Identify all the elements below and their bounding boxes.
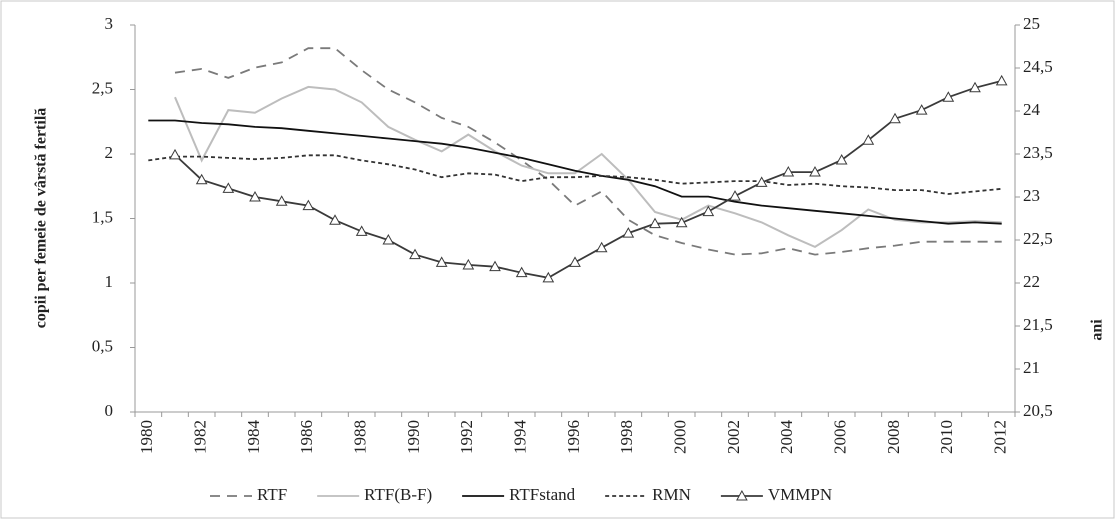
- y-tick-label: 0: [105, 401, 114, 420]
- marker: [702, 205, 715, 217]
- marker: [915, 104, 928, 115]
- legend-label: RTF(B-F): [364, 485, 432, 504]
- x-tick-label: 2012: [991, 420, 1010, 454]
- series-line: [174, 47, 1002, 256]
- x-tick-label: 1992: [457, 420, 476, 454]
- y2-tick-label: 21,5: [1023, 315, 1053, 334]
- marker: [649, 217, 661, 229]
- x-tick-label: 2010: [937, 420, 956, 454]
- y-tick-label: 2: [105, 143, 114, 162]
- x-tick-label: 1982: [191, 420, 210, 454]
- x-tick-label: 1984: [244, 420, 263, 455]
- y2-tick-label: 24: [1023, 100, 1041, 119]
- marker: [249, 190, 261, 202]
- y2-tick-label: 23,5: [1023, 143, 1053, 162]
- marker: [782, 166, 795, 177]
- legend-marker: [736, 489, 748, 501]
- legend-label: RTF: [257, 485, 287, 504]
- marker: [275, 195, 288, 206]
- marker: [435, 256, 448, 267]
- x-tick-label: 1986: [297, 420, 316, 454]
- y-tick-label: 2,5: [92, 78, 113, 97]
- x-tick-label: 1994: [511, 420, 530, 455]
- x-tick-label: 2006: [831, 420, 850, 454]
- x-tick-label: 2004: [777, 420, 796, 455]
- marker: [195, 173, 208, 185]
- series-line: [148, 154, 1002, 195]
- marker: [569, 256, 581, 267]
- marker: [409, 248, 421, 260]
- marker: [622, 227, 635, 238]
- y2-tick-label: 22: [1023, 272, 1040, 291]
- marker: [595, 241, 608, 253]
- y-tick-label: 1,5: [92, 207, 113, 226]
- marker: [835, 153, 848, 165]
- y2-tick-label: 22,5: [1023, 229, 1053, 248]
- marker: [969, 81, 981, 93]
- series-line: [174, 85, 1002, 249]
- y-axis-title: copii per femeie de vârstă fertilă: [33, 108, 50, 329]
- y-tick-label: 0,5: [92, 336, 113, 355]
- y2-tick-label: 25: [1023, 14, 1040, 33]
- marker: [355, 225, 368, 236]
- x-tick-label: 1990: [404, 420, 423, 454]
- marker: [222, 182, 235, 193]
- marker: [489, 260, 501, 272]
- marker: [862, 134, 875, 145]
- marker: [382, 233, 395, 245]
- x-tick-label: 1996: [564, 420, 583, 454]
- marker: [755, 176, 768, 187]
- x-tick-label: 1998: [617, 420, 636, 454]
- series-line: [174, 80, 1002, 279]
- x-tick-label: 2000: [671, 420, 690, 454]
- y2-tick-label: 23: [1023, 186, 1040, 205]
- marker: [675, 216, 688, 228]
- marker: [942, 91, 955, 102]
- marker: [542, 271, 555, 283]
- marker: [515, 266, 528, 278]
- y2-tick-label: 24,5: [1023, 57, 1053, 76]
- marker: [995, 74, 1008, 86]
- marker: [889, 112, 901, 124]
- x-tick-label: 2008: [884, 420, 903, 454]
- y2-tick-label: 21: [1023, 358, 1040, 377]
- y-tick-label: 3: [105, 14, 114, 33]
- y-tick-label: 1: [105, 272, 114, 291]
- x-tick-label: 1988: [351, 420, 370, 454]
- marker: [729, 190, 741, 201]
- legend-label: VMMPN: [768, 485, 832, 504]
- legend-label: RMN: [652, 485, 691, 504]
- y2-axis-title: ani: [1089, 319, 1106, 341]
- marker: [169, 148, 181, 160]
- marker: [329, 214, 341, 225]
- marker: [462, 258, 475, 270]
- x-tick-label: 2002: [724, 420, 743, 454]
- legend-label: RTFstand: [509, 485, 576, 504]
- series-line: [148, 119, 1002, 225]
- x-tick-label: 1980: [137, 420, 156, 454]
- y2-tick-label: 20,5: [1023, 401, 1053, 420]
- marker: [302, 199, 315, 211]
- marker: [809, 166, 821, 177]
